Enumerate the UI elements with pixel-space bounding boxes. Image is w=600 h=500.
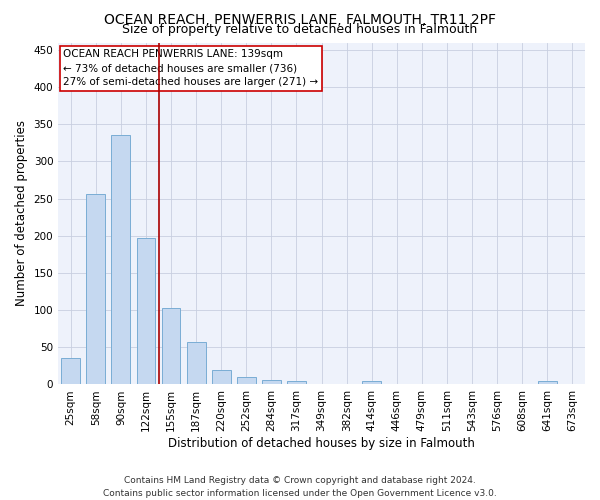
Bar <box>362 380 381 384</box>
Bar <box>161 308 181 384</box>
Bar <box>137 238 155 384</box>
Y-axis label: Number of detached properties: Number of detached properties <box>15 120 28 306</box>
Bar <box>61 358 80 384</box>
Bar <box>187 342 206 384</box>
Text: Contains HM Land Registry data © Crown copyright and database right 2024.
Contai: Contains HM Land Registry data © Crown c… <box>103 476 497 498</box>
Text: OCEAN REACH PENWERRIS LANE: 139sqm
← 73% of detached houses are smaller (736)
27: OCEAN REACH PENWERRIS LANE: 139sqm ← 73%… <box>64 50 319 88</box>
Bar <box>538 380 557 384</box>
Bar <box>112 134 130 384</box>
Bar <box>212 370 230 384</box>
X-axis label: Distribution of detached houses by size in Falmouth: Distribution of detached houses by size … <box>168 437 475 450</box>
Bar <box>86 194 105 384</box>
Bar <box>287 382 306 384</box>
Bar <box>237 377 256 384</box>
Bar <box>262 380 281 384</box>
Text: OCEAN REACH, PENWERRIS LANE, FALMOUTH, TR11 2PF: OCEAN REACH, PENWERRIS LANE, FALMOUTH, T… <box>104 12 496 26</box>
Text: Size of property relative to detached houses in Falmouth: Size of property relative to detached ho… <box>122 22 478 36</box>
